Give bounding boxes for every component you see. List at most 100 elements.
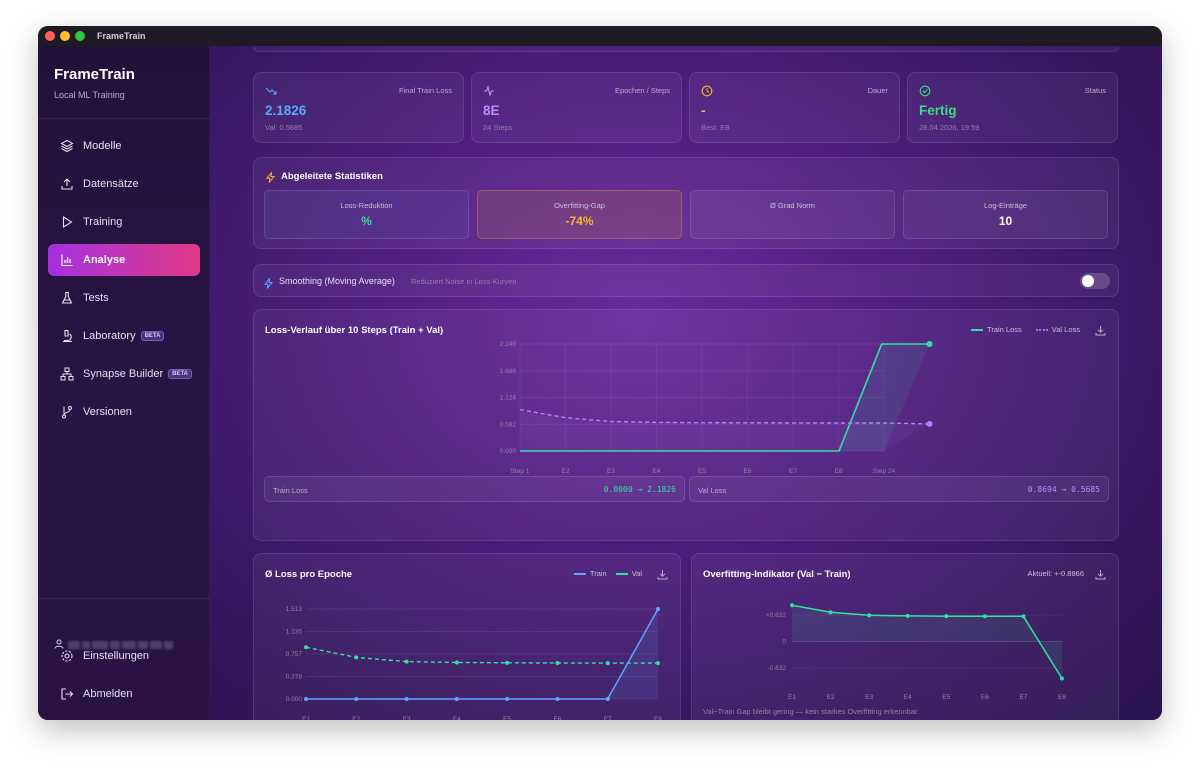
lightning-icon [265, 170, 276, 188]
smoothing-hint: Reduziert Noise in Loss-Kurven [411, 277, 517, 286]
val-point [404, 659, 409, 664]
stat-label: Status [1084, 86, 1106, 95]
stat-label: Final Train Loss [399, 86, 452, 95]
overfit-note: Val−Train Gap bleibt gering — kein stark… [703, 707, 920, 716]
legend-label-train: Train Loss [987, 325, 1022, 334]
sidebar-item-label: Datensätze [83, 178, 139, 190]
title-bar: FrameTrain [38, 26, 1162, 46]
x-tick-label: E4 [453, 716, 461, 720]
x-tick-label: E3 [403, 716, 411, 720]
loss-chart-card: Loss-Verlauf über 10 Steps (Train + Val)… [253, 309, 1119, 541]
x-tick-label: E7 [604, 716, 612, 720]
close-window-button[interactable] [45, 31, 55, 41]
user-account[interactable] [54, 636, 175, 654]
epoch-chart-legend: Train Val [573, 569, 642, 578]
sidebar-item-versionen[interactable]: Versionen [48, 396, 200, 428]
train-line [306, 608, 659, 700]
download-icon[interactable] [657, 567, 668, 585]
val-point [454, 660, 459, 665]
sidebar-item-label: Analyse [83, 254, 126, 266]
y-tick-label: -0.632 [768, 665, 787, 672]
x-tick-label: Step 24 [873, 468, 896, 475]
x-tick-label: E7 [1019, 694, 1027, 701]
smoothing-label: Smoothing (Moving Average) [279, 276, 395, 286]
train-loss-end-point [926, 341, 933, 347]
stat-subtext: 24 Steps [483, 123, 513, 132]
x-tick-label: E7 [789, 468, 797, 475]
val-loss-summary: Val Loss 0.8694 → 0.5685 [689, 476, 1109, 502]
x-tick-label: E3 [865, 694, 873, 701]
stat-value: Fertig [919, 103, 957, 118]
download-icon[interactable] [1095, 567, 1106, 585]
train-point [555, 697, 560, 701]
gap-point [1021, 614, 1026, 619]
x-tick-label: E2 [562, 468, 570, 475]
clock-icon [701, 84, 713, 97]
legend-label-val: Val [631, 569, 642, 578]
train-point [454, 697, 459, 701]
x-tick-label: E8 [835, 468, 843, 475]
sidebar-item-tests[interactable]: Tests [48, 282, 200, 314]
legend-swatch-train [573, 572, 586, 575]
sidebar-item-label: Training [83, 216, 123, 228]
train-point [656, 607, 660, 611]
maximize-window-button[interactable] [75, 31, 85, 41]
x-tick-label: E8 [654, 716, 662, 720]
trend-down-icon [265, 84, 277, 96]
sidebar-item-label: Synapse Builder [83, 368, 164, 380]
legend-swatch-val [615, 572, 628, 575]
legend-swatch-val [1035, 328, 1048, 331]
sidebar-item-datensaetze[interactable]: Datensätze [48, 168, 200, 200]
y-tick-label: 1.135 [286, 629, 303, 636]
val-point [304, 645, 308, 650]
sidebar-item-analyse[interactable]: Analyse [48, 244, 200, 276]
settings-button[interactable]: Einstellungen [48, 640, 200, 672]
train-point [605, 697, 610, 701]
beta-badge: BETA [168, 369, 192, 379]
x-tick-label: E5 [942, 694, 950, 701]
y-tick-label: 1.124 [500, 395, 517, 402]
upload-icon [60, 177, 74, 191]
x-tick-label: E1 [302, 716, 310, 720]
network-icon [60, 367, 74, 381]
app-window: FrameTrain FrameTrain Local ML Training … [38, 26, 1162, 720]
x-tick-label: E6 [744, 468, 752, 475]
stat-card-epochs-steps: Epochen / Steps 8E 24 Steps [471, 72, 682, 143]
download-icon[interactable] [1095, 323, 1106, 341]
sidebar-item-laboratory[interactable]: Laboratory BETA [48, 320, 200, 352]
loss-chart-legend: Train Loss Val Loss [971, 325, 1080, 334]
sidebar-item-modelle[interactable]: Modelle [48, 130, 200, 162]
y-tick-label: 1.686 [500, 368, 517, 375]
overfit-chart-plot: -0.632 0 +0.632 E1 E2 E3 E4 E5 E6 E7 E8 [766, 603, 1066, 701]
derived-stats-card: Abgeleitete Statistiken Loss-Reduktion %… [253, 157, 1119, 249]
gap-point [1060, 676, 1064, 681]
bar-chart-icon [60, 253, 74, 267]
x-tick-label: E8 [1058, 694, 1066, 701]
beta-badge: BETA [140, 331, 165, 341]
smoothing-toggle[interactable] [1080, 273, 1110, 289]
x-tick-label: E2 [352, 716, 360, 720]
val-loss-end-point [926, 420, 933, 427]
x-tick-label: E6 [981, 694, 989, 701]
flask-icon [60, 291, 74, 305]
gap-point [982, 614, 987, 619]
lightning-icon [263, 276, 274, 294]
minimize-window-button[interactable] [60, 31, 70, 41]
sidebar-item-training[interactable]: Training [48, 206, 200, 238]
x-tick-label: Step 1 [511, 468, 530, 475]
brand-subtitle: Local ML Training [54, 90, 125, 100]
train-loss-line [520, 343, 930, 452]
logout-button[interactable]: Abmelden [48, 678, 200, 710]
legend-swatch-train [971, 328, 984, 331]
epoch-chart-title: Ø Loss pro Epoche [265, 569, 353, 580]
y-tick-label: 0.000 [500, 448, 517, 455]
layers-icon [60, 139, 74, 153]
sidebar-item-synapse-builder[interactable]: Synapse Builder BETA [48, 358, 200, 390]
epoch-chart-card: Ø Loss pro Epoche Train Val 0.000 0.378 0.… [253, 553, 681, 720]
train-point [354, 697, 359, 701]
train-loss-summary: Train Loss 0.0000 → 2.1826 [264, 476, 685, 502]
brand-title: FrameTrain [54, 66, 135, 83]
stat-label: Epochen / Steps [614, 86, 670, 95]
x-tick-label: E1 [788, 694, 796, 701]
train-point [505, 697, 510, 701]
